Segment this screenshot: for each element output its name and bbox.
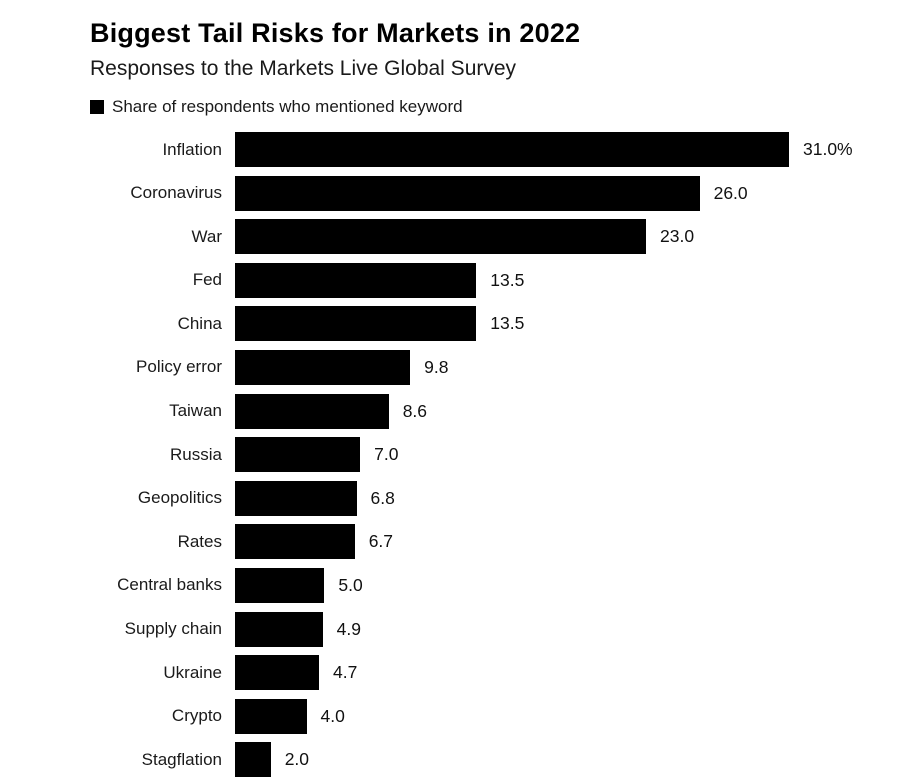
bar-row: Supply chain 4.9: [0, 611, 897, 647]
bar: [235, 306, 477, 342]
bar-area: 31.0%: [235, 132, 897, 167]
category-label: Ukraine: [163, 662, 222, 682]
bar-area: 8.6: [235, 393, 897, 429]
value-label: 8.6: [402, 400, 428, 421]
value-label: 13.5: [490, 313, 525, 334]
bar-area: 13.5: [235, 306, 897, 342]
bar-area: 2.0: [235, 742, 897, 778]
bar-area: 5.0: [235, 567, 897, 603]
bar-row: China 13.5: [0, 306, 897, 342]
bar: [235, 698, 307, 734]
bar-row: Ukraine 4.7: [0, 655, 897, 691]
value-label: 31.0%: [803, 139, 853, 159]
value-label: 2.0: [284, 749, 310, 770]
legend-label: Share of respondents who mentioned keywo…: [112, 97, 463, 116]
bar-area: 13.5: [235, 262, 897, 298]
value-label: 23.0: [660, 226, 695, 247]
bar-row: War 23.0: [0, 219, 897, 255]
value-label: 26.0: [713, 182, 748, 203]
bar-row: Stagflation 2.0: [0, 742, 897, 778]
chart-subtitle: Responses to the Markets Live Global Sur…: [90, 57, 517, 80]
bar: [235, 132, 789, 167]
category-label: Inflation: [162, 139, 222, 159]
value-label: 4.0: [320, 705, 345, 726]
bar: [235, 393, 389, 429]
bar: [235, 262, 477, 298]
legend-swatch-icon: [90, 100, 104, 114]
bar: [235, 524, 355, 560]
bar: [235, 349, 411, 385]
bar: [235, 655, 319, 691]
bar-row: Coronavirus 26.0: [0, 175, 897, 211]
bar-chart: Inflation 31.0% Coronavirus 26.0 War 23.…: [0, 132, 897, 778]
category-label: Stagflation: [141, 749, 222, 769]
bar-row: Taiwan 8.6: [0, 393, 897, 429]
bar-area: 6.8: [235, 480, 897, 516]
bar: [235, 742, 271, 778]
value-label: 4.9: [336, 618, 361, 639]
value-label: 4.7: [333, 662, 358, 683]
bar-row: Geopolitics 6.8: [0, 480, 897, 516]
category-label: War: [191, 226, 222, 246]
bar-row: Crypto 4.0: [0, 698, 897, 734]
bar-area: 6.7: [235, 524, 897, 560]
value-label: 9.8: [424, 356, 449, 377]
category-label: Fed: [192, 270, 222, 290]
legend: Share of respondents who mentioned keywo…: [90, 97, 897, 117]
bar-area: 4.7: [235, 655, 897, 691]
bar: [235, 219, 646, 255]
category-label: Taiwan: [169, 401, 222, 421]
bar: [235, 611, 323, 647]
bar: [235, 480, 357, 516]
value-label: 6.7: [368, 531, 394, 552]
value-label: 5.0: [338, 574, 363, 595]
bar-area: 4.0: [235, 698, 897, 734]
category-label: Geopolitics: [137, 488, 222, 508]
bar: [235, 437, 361, 473]
category-label: Crypto: [171, 706, 222, 726]
category-label: Supply chain: [124, 619, 222, 639]
category-label: Coronavirus: [130, 183, 222, 203]
bar-area: 9.8: [235, 349, 897, 385]
bar-row: Russia 7.0: [0, 437, 897, 473]
chart-title: Biggest Tail Risks for Markets in 2022: [90, 18, 581, 48]
bar-area: 26.0: [235, 175, 897, 211]
value-label: 7.0: [374, 444, 399, 465]
bar-row: Rates 6.7: [0, 524, 897, 560]
bar: [235, 175, 700, 211]
bar-row: Central banks 5.0: [0, 567, 897, 603]
category-label: Russia: [170, 444, 222, 464]
bar-area: 4.9: [235, 611, 897, 647]
bar: [235, 567, 325, 603]
bar-row: Inflation 31.0%: [0, 132, 897, 167]
bar-row: Fed 13.5: [0, 262, 897, 298]
category-label: Policy error: [136, 357, 222, 377]
bar-area: 7.0: [235, 437, 897, 473]
value-label: 6.8: [370, 487, 395, 508]
category-label: China: [177, 313, 222, 333]
bar-row: Policy error 9.8: [0, 349, 897, 385]
bar-area: 23.0: [235, 219, 897, 255]
chart-header: Biggest Tail Risks for Markets in 2022 R…: [90, 0, 897, 117]
category-label: Rates: [177, 531, 222, 551]
value-label: 13.5: [490, 269, 525, 290]
category-label: Central banks: [117, 575, 222, 595]
